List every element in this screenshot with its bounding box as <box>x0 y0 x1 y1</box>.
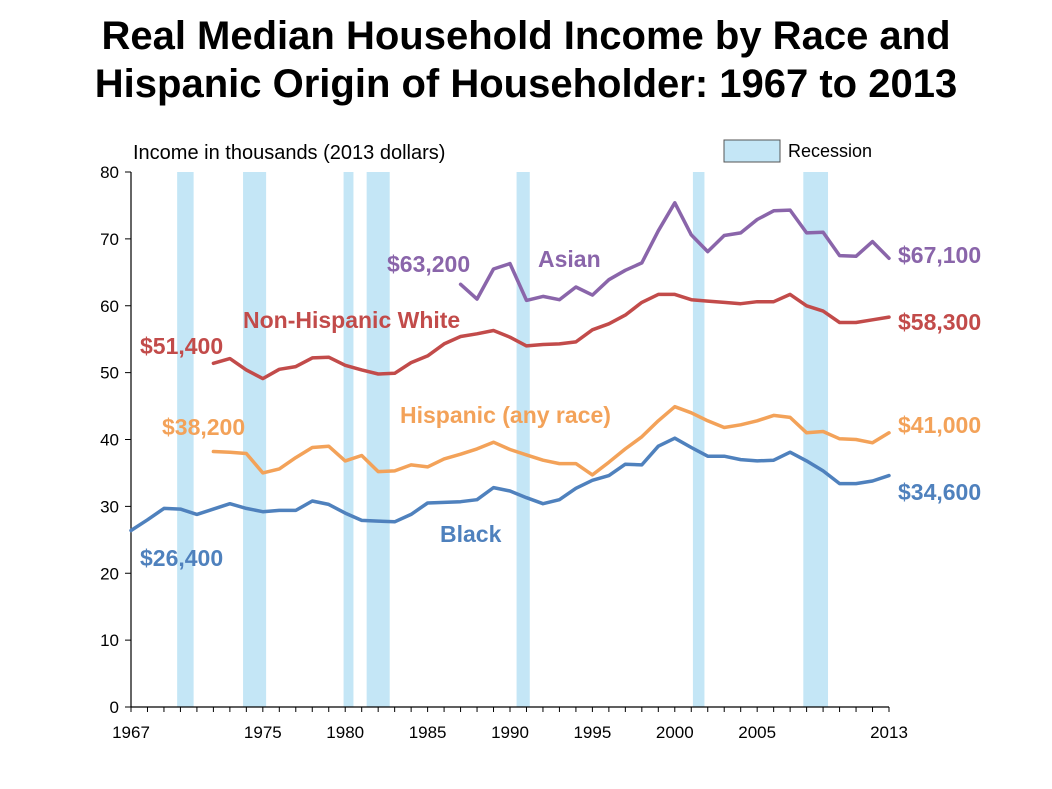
y-tick-label: 50 <box>100 364 119 383</box>
y-tick-label: 20 <box>100 564 119 583</box>
start-value-asian: $63,200 <box>387 251 470 277</box>
legend-label-recession: Recession <box>788 141 872 161</box>
start-value-black: $26,400 <box>140 545 223 571</box>
chart-title: Real Median Household Income by Race and… <box>0 12 1052 108</box>
series-name-non-hispanic-white: Non-Hispanic White <box>243 307 460 333</box>
axes: 0 10 20 30 40 50 60 70 80 1967 1975 1980 1985 1990 199… <box>100 163 908 742</box>
y-axis-label: Income in thousands (2013 dollars) <box>133 142 445 164</box>
x-tick-label: 1990 <box>491 723 529 742</box>
x-tick-label: 1985 <box>409 723 447 742</box>
series-line-asian <box>458 201 891 303</box>
start-value-hispanic-any-race: $38,200 <box>162 414 245 440</box>
x-tick-label: 1995 <box>573 723 611 742</box>
x-tick-label: 2013 <box>870 723 908 742</box>
recession-band <box>692 172 705 707</box>
y-tick-label: 80 <box>100 163 119 182</box>
recession-band <box>516 172 530 707</box>
y-tick-label: 0 <box>110 698 119 717</box>
series-name-hispanic-any-race: Hispanic (any race) <box>400 402 611 428</box>
series-line-hispanic-any-race <box>211 404 891 477</box>
start-value-non-hispanic-white: $51,400 <box>140 333 223 359</box>
legend: Recession <box>723 139 872 163</box>
end-value-asian: $67,100 <box>898 242 981 268</box>
recession-bands <box>177 172 829 707</box>
recession-band <box>366 172 390 707</box>
x-tick-label: 2000 <box>656 723 694 742</box>
recession-band <box>343 172 354 707</box>
series-labels: Asian $63,200 $67,100 Non-Hispanic White $51… <box>140 242 981 571</box>
x-tick-label: 1967 <box>112 723 150 742</box>
series-name-asian: Asian <box>538 246 601 272</box>
x-tick-label: 1975 <box>244 723 282 742</box>
x-tick-label: 2005 <box>738 723 776 742</box>
series-lines <box>129 201 891 533</box>
y-tick-label: 10 <box>100 631 119 650</box>
end-value-hispanic-any-race: $41,000 <box>898 412 981 438</box>
y-tick-label: 70 <box>100 230 119 249</box>
recession-band <box>177 172 194 707</box>
y-tick-label: 40 <box>100 431 119 450</box>
recession-band <box>803 172 829 707</box>
end-value-non-hispanic-white: $58,300 <box>898 309 981 335</box>
series-line-black <box>129 436 891 533</box>
title-line-1: Real Median Household Income by Race and <box>101 14 951 58</box>
series-name-black: Black <box>440 521 502 547</box>
y-tick-label: 60 <box>100 297 119 316</box>
title-line-2: Hispanic Origin of Householder: 1967 to … <box>94 62 958 106</box>
end-value-black: $34,600 <box>898 479 981 505</box>
y-tick-label: 30 <box>100 497 119 516</box>
legend-swatch-recession <box>723 139 781 163</box>
x-tick-label: 1980 <box>326 723 364 742</box>
recession-band <box>243 172 267 707</box>
series-line-non-hispanic-white <box>211 292 891 381</box>
